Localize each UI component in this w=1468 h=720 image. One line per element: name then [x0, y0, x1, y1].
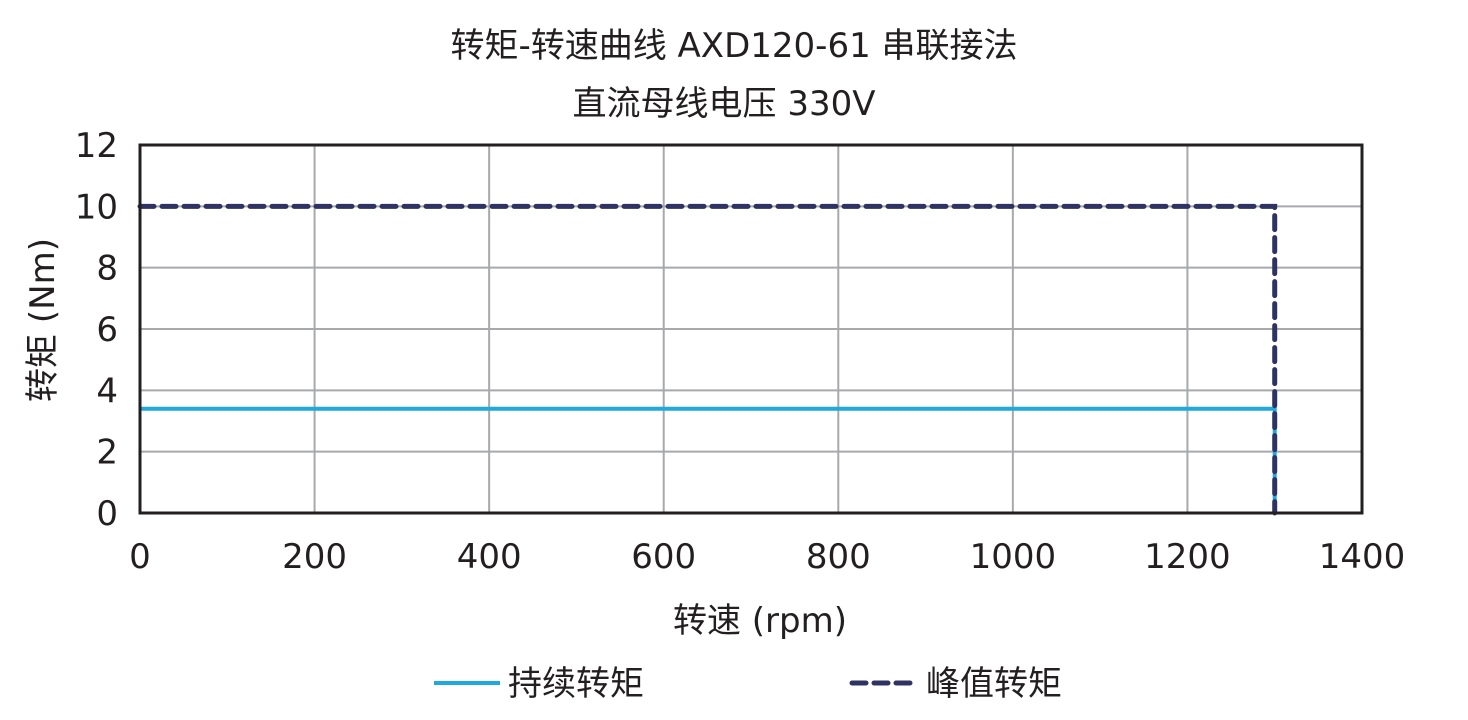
- x-axis-ticks: 0 200 400 600 800 1000 1200 1400: [129, 537, 1405, 577]
- legend-continuous-torque: 持续转矩: [508, 664, 644, 704]
- x-tick-label: 800: [806, 537, 871, 577]
- chart-subtitle: 直流母线电压 330V: [572, 84, 876, 124]
- x-tick-label: 1200: [1144, 537, 1231, 577]
- y-tick-label: 2: [96, 433, 118, 473]
- x-tick-label: 200: [282, 537, 347, 577]
- continuous-torque-line: [140, 406, 1277, 513]
- chart-title: 转矩-转速曲线 AXD120-61 串联接法: [450, 26, 1018, 66]
- x-tick-label: 400: [457, 537, 522, 577]
- y-tick-label: 12: [75, 126, 118, 166]
- peak-torque-line: [137, 203, 1278, 516]
- y-axis-ticks: 0 2 4 6 8 10 12: [75, 126, 118, 534]
- x-tick-label: 1400: [1319, 537, 1406, 577]
- y-tick-label: 4: [96, 371, 118, 411]
- y-tick-label: 8: [96, 249, 118, 289]
- x-tick-label: 0: [129, 537, 151, 577]
- y-tick-label: 0: [96, 494, 118, 534]
- x-tick-label: 600: [631, 537, 696, 577]
- y-tick-label: 6: [96, 310, 118, 350]
- x-axis-label: 转速 (rpm): [673, 601, 847, 641]
- legend-peak-torque: 峰值转矩: [926, 664, 1062, 704]
- data-series: [137, 203, 1278, 516]
- x-tick-label: 1000: [970, 537, 1057, 577]
- y-tick-label: 10: [75, 187, 118, 227]
- grid-lines: [139, 144, 1363, 514]
- legend: 持续转矩 峰值转矩: [434, 664, 1062, 704]
- plot-frame: [138, 143, 1364, 515]
- y-axis-label: 转矩 (Nm): [23, 238, 63, 402]
